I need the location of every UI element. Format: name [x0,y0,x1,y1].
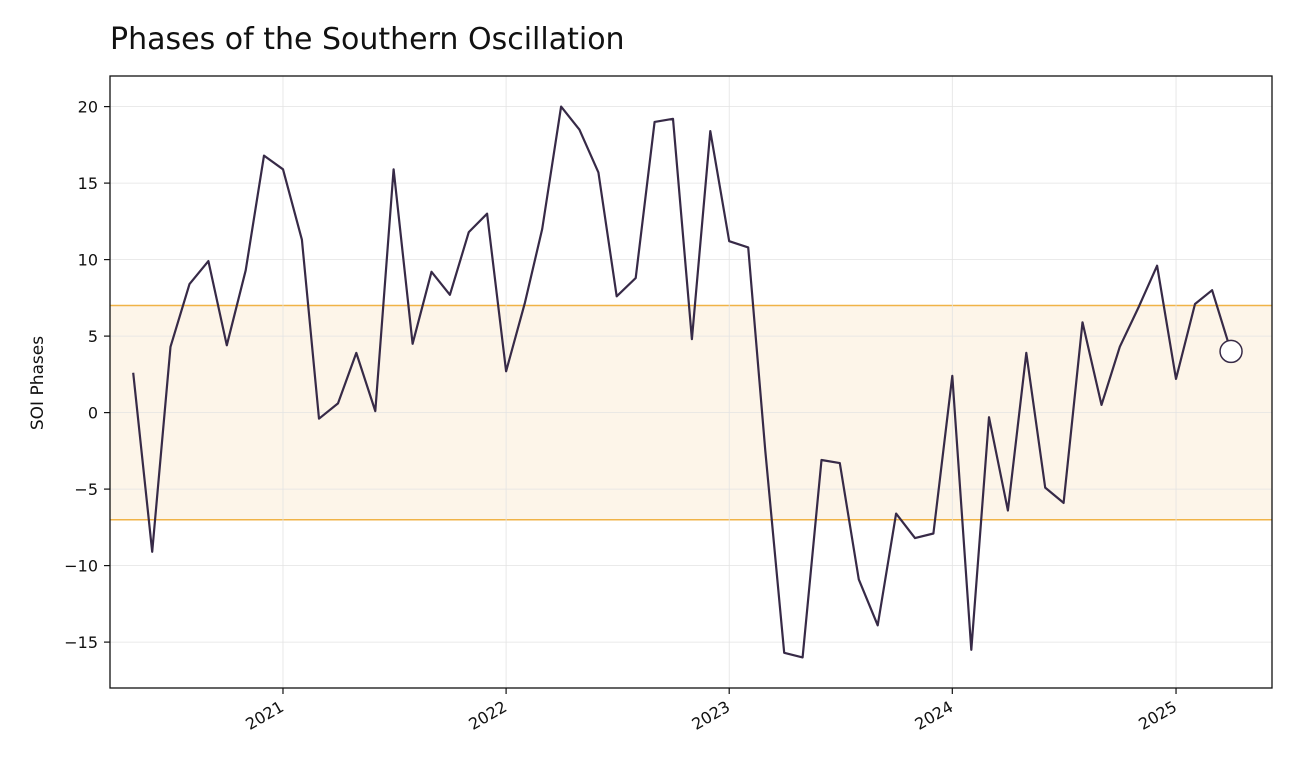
data-point [1042,485,1048,491]
data-point [800,654,806,660]
data-point [1192,301,1198,307]
latest-value-marker [1219,339,1243,364]
data-point [1098,402,1104,408]
data-point [280,166,286,172]
x-tick-label: 2021 [242,697,287,734]
data-point [968,647,974,653]
data-point [949,373,955,379]
data-point [1023,350,1029,356]
data-point [205,258,211,264]
data-point [912,535,918,541]
data-point [299,237,305,243]
x-tick-label: 2023 [688,697,733,734]
data-point [856,576,862,582]
data-point [893,511,899,517]
data-point [576,127,582,133]
data-point [484,211,490,217]
data-point [335,400,341,406]
data-point [986,414,992,420]
y-tick-label: −10 [64,557,98,576]
y-tick-label: −15 [64,633,98,652]
data-point [689,336,695,342]
data-point [1005,508,1011,514]
y-tick-label: 10 [78,251,98,270]
data-point [353,350,359,356]
data-point [522,299,528,305]
data-point [224,342,230,348]
y-tick-label: 0 [88,404,98,423]
data-point [1061,500,1067,506]
data-point [372,408,378,414]
data-point [1136,304,1142,310]
y-tick-label: 15 [78,174,98,193]
data-point [391,166,397,172]
x-tick-label: 2022 [465,697,510,734]
data-point [539,226,545,232]
data-point [1173,376,1179,382]
data-point [130,370,136,376]
data-point [261,153,267,159]
data-point [429,269,435,275]
data-point [707,128,713,134]
data-point [149,549,155,555]
data-point [558,104,564,110]
data-point [875,622,881,628]
data-point [781,650,787,656]
plot-frame [109,75,1273,689]
x-tick-label: 2024 [912,697,957,734]
data-point [652,119,658,125]
data-point [410,341,416,347]
chart-title: Phases of the Southern Oscillation [110,22,625,57]
data-point [168,344,174,350]
data-point [726,238,732,244]
data-point [1154,263,1160,269]
y-tick-label: 20 [78,98,98,117]
data-point [466,229,472,235]
data-point [819,457,825,463]
data-point [243,267,249,273]
soi-series-line [132,105,1233,659]
data-point [837,460,843,466]
data-point [670,116,676,122]
data-point [745,244,751,250]
data-point [1117,344,1123,350]
data-point [1209,287,1215,293]
data-point [762,448,768,454]
data-point [614,293,620,299]
x-tick-label: 2025 [1135,697,1180,734]
data-point [186,281,192,287]
data-point [503,368,509,374]
data-point [1080,319,1086,325]
data-point [316,416,322,422]
data-point [930,530,936,536]
y-tick-label: 5 [88,327,98,346]
y-tick-label: −5 [74,480,98,499]
data-point [595,169,601,175]
data-point [447,292,453,298]
data-point [633,275,639,281]
